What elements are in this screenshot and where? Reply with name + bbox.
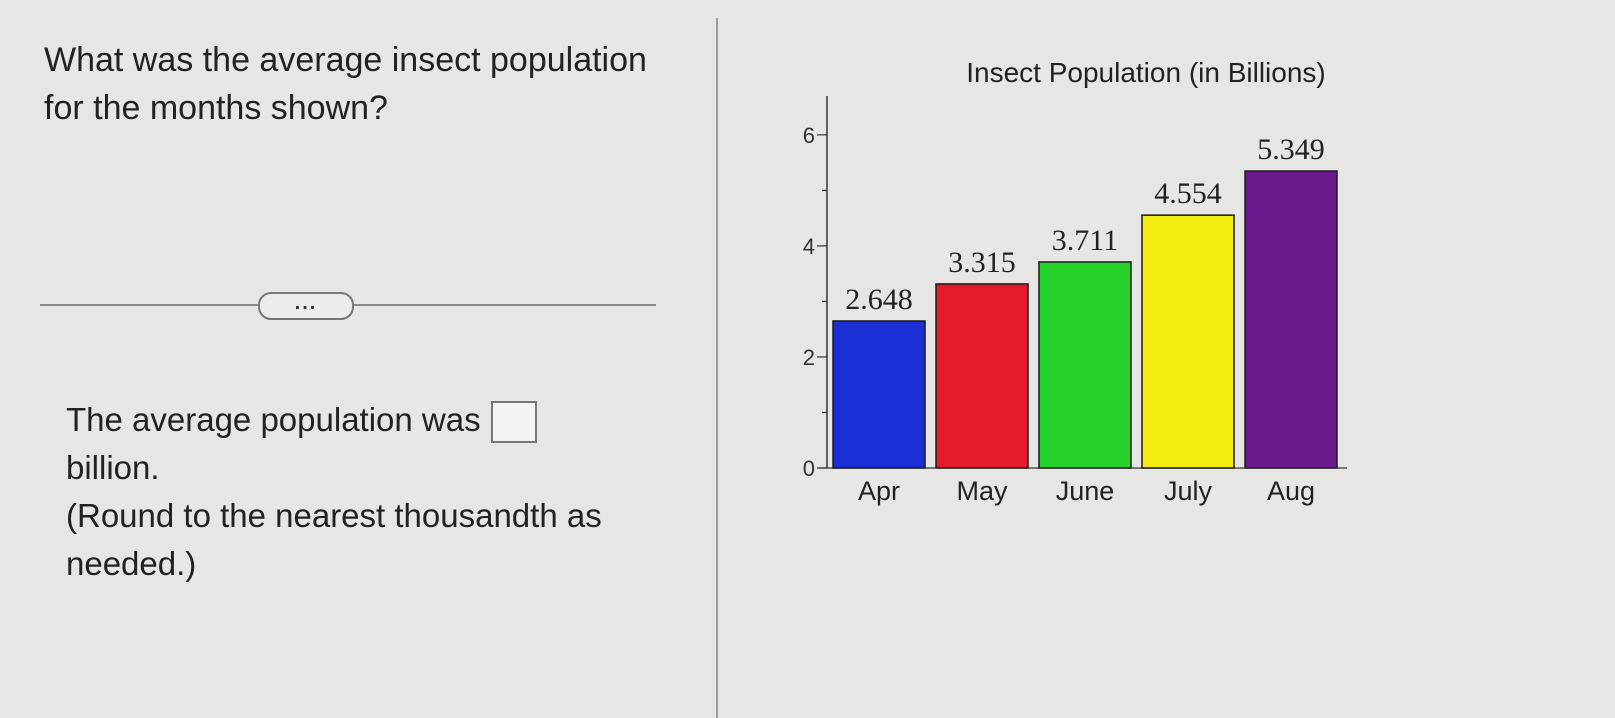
answer-suffix: billion. <box>66 449 160 486</box>
y-tick-label: 6 <box>803 123 815 148</box>
data-label: 2.648 <box>845 283 913 316</box>
answer-prefix: The average population was <box>66 401 481 438</box>
bar-june <box>1038 261 1132 469</box>
x-tick-label: June <box>1056 476 1115 506</box>
bar-july <box>1141 214 1235 469</box>
x-tick-label: Aug <box>1267 476 1315 506</box>
question-pane: What was the average insect population f… <box>0 0 716 718</box>
data-label: 4.554 <box>1154 177 1222 210</box>
bar-apr <box>832 320 926 469</box>
y-tick-label: 0 <box>803 456 815 481</box>
y-tick-label: 2 <box>803 345 815 370</box>
answer-input[interactable] <box>490 401 537 444</box>
y-tick-label: 4 <box>803 234 815 259</box>
rounding-hint: (Round to the nearest thousandth as need… <box>66 497 602 582</box>
bar-aug <box>1244 170 1338 469</box>
data-label: 3.315 <box>948 246 1016 279</box>
bar-may <box>935 283 1029 469</box>
more-options-button[interactable]: ... <box>258 292 354 320</box>
bar-chart: Insect Population (in Billions) 0 2 4 6 2.64… <box>760 40 1400 540</box>
chart-title: Insect Population (in Billions) <box>966 57 1326 88</box>
pane-divider <box>716 18 718 718</box>
data-label: 3.711 <box>1052 224 1118 257</box>
x-tick-label: Apr <box>858 476 900 506</box>
data-label: 5.349 <box>1257 133 1325 166</box>
question-text: What was the average insect population f… <box>44 41 647 127</box>
answer-area: The average population was billion. (Rou… <box>66 396 666 588</box>
x-tick-label: May <box>956 476 1008 506</box>
x-tick-label: July <box>1164 476 1213 506</box>
chart-svg: Insect Population (in Billions) 0 2 4 6 2.64… <box>803 57 1347 506</box>
